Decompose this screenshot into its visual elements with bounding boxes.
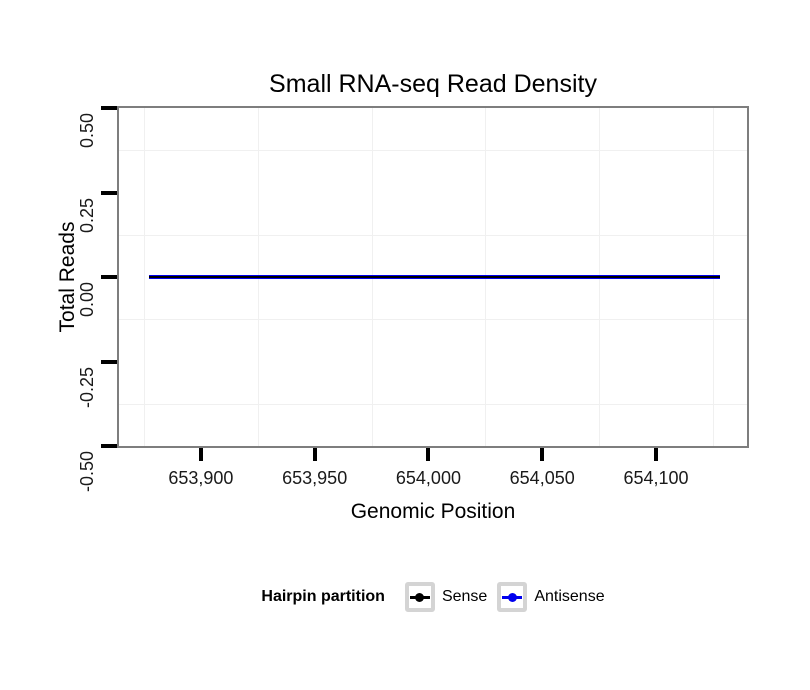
x-tick-label: 654,100 <box>623 468 689 488</box>
x-tick-mark <box>312 448 317 461</box>
y-tick-mark <box>101 275 117 279</box>
minor-gridline-horizontal <box>119 234 747 236</box>
y-tick-label: -0.25 <box>77 366 97 408</box>
y-tick-label: -0.50 <box>77 451 97 493</box>
legend-title: Hairpin partition <box>261 588 385 605</box>
y-tick-mark <box>101 444 117 448</box>
legend-key <box>404 582 435 612</box>
x-tick-mark <box>540 448 545 461</box>
minor-gridline-horizontal <box>119 403 747 405</box>
x-tick-label: 653,900 <box>168 468 234 488</box>
x-axis-title: Genomic Position <box>350 500 516 523</box>
legend-key-dot-icon <box>507 592 517 602</box>
legend: Hairpin partition Sense Antisense <box>117 581 749 613</box>
legend-entry-label: Antisense <box>534 588 605 605</box>
legend-key-dot-icon <box>415 592 425 602</box>
minor-gridline-vertical <box>144 108 146 446</box>
y-tick-label: 0.00 <box>77 282 97 318</box>
data-line-sense <box>148 276 720 278</box>
x-tick-mark <box>653 448 658 461</box>
x-tick-label: 654,000 <box>395 468 461 488</box>
x-tick-mark <box>426 448 431 461</box>
x-tick-label: 653,950 <box>282 468 348 488</box>
y-tick-label: 0.50 <box>77 113 97 149</box>
legend-entry: Antisense <box>497 582 605 612</box>
legend-key <box>497 582 528 612</box>
x-tick-mark <box>198 448 203 461</box>
minor-gridline-horizontal <box>119 319 747 321</box>
y-tick-mark <box>101 190 117 195</box>
x-tick-label: 654,050 <box>509 468 575 488</box>
minor-gridline-horizontal <box>119 150 747 152</box>
legend-entry: Sense <box>404 582 488 612</box>
y-tick-mark <box>101 106 117 110</box>
legend-entry-label: Sense <box>441 588 488 605</box>
plot-title: Small RNA-seq Read Density <box>269 70 597 98</box>
y-tick-mark <box>101 359 117 364</box>
y-tick-label: 0.25 <box>77 197 97 233</box>
y-axis-title: Total Reads <box>56 221 79 333</box>
legend-entries: Sense Antisense <box>404 582 605 612</box>
